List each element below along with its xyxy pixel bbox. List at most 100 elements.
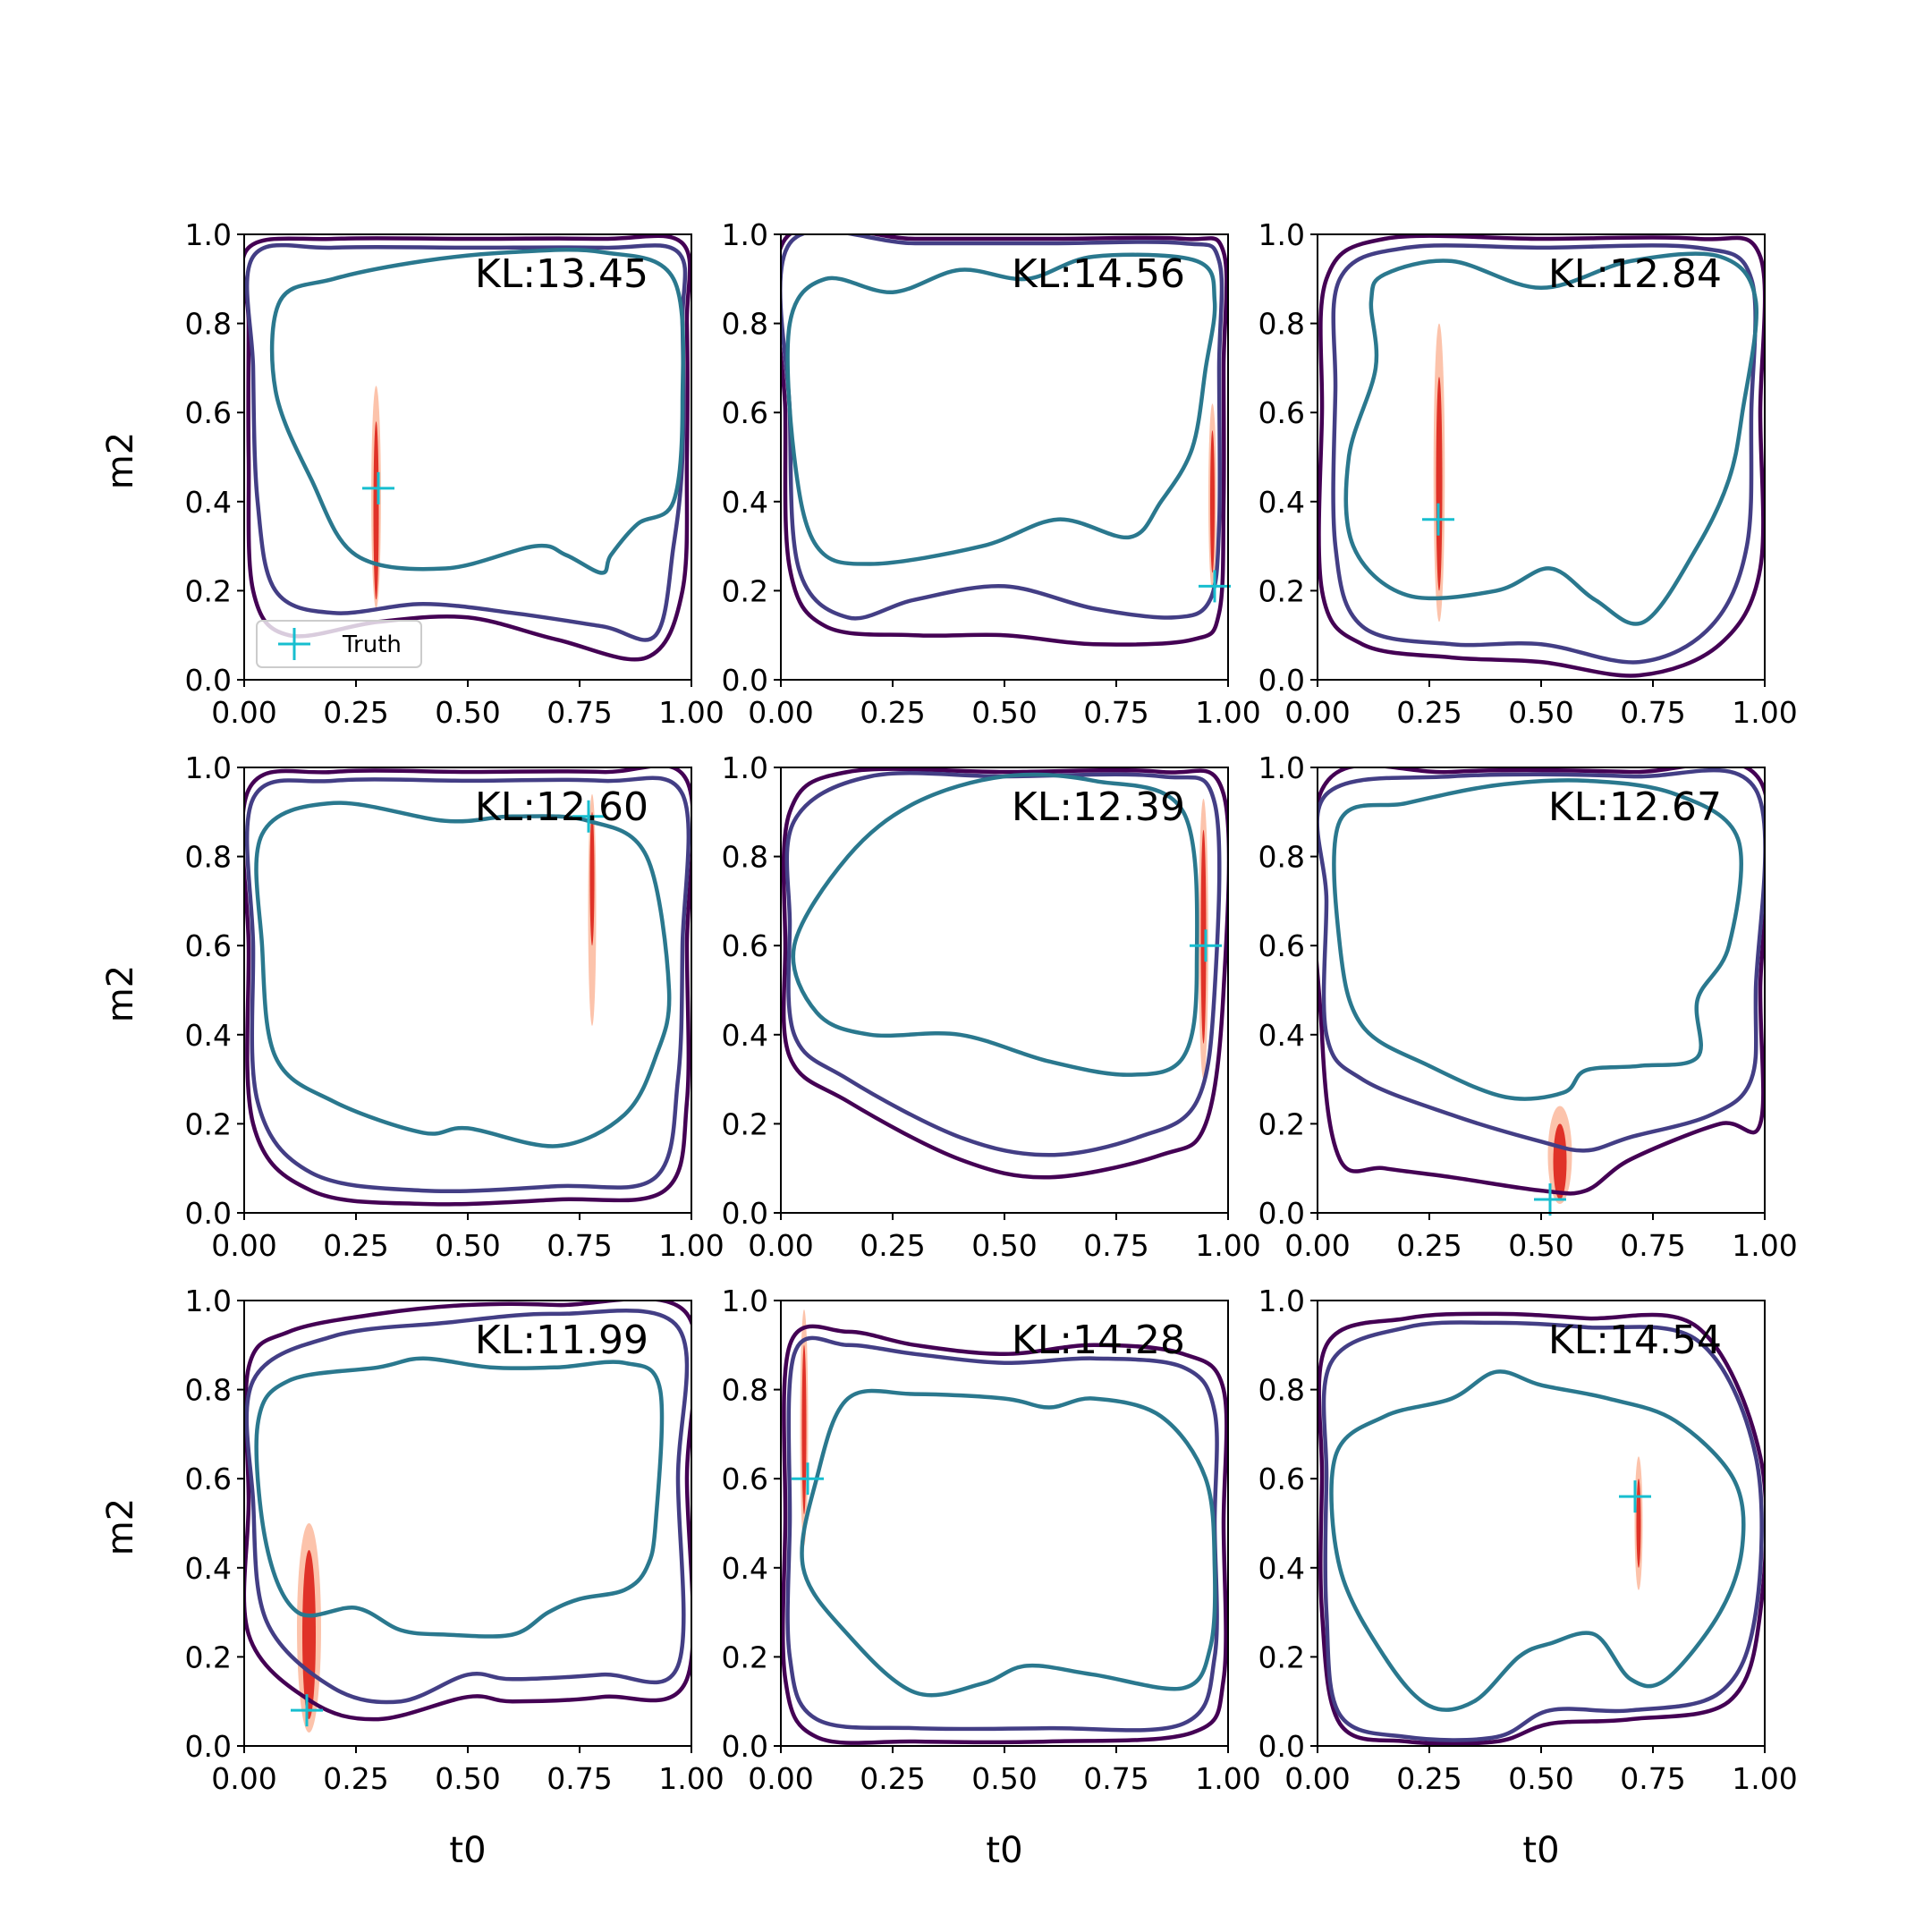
x-tick-label: 0.25	[323, 1228, 388, 1263]
posterior-core	[801, 1344, 807, 1515]
x-tick-label: 0.50	[435, 1761, 500, 1796]
y-tick-label: 0.4	[722, 1018, 768, 1053]
panel-kl-label: KL:12.39	[1012, 784, 1185, 830]
y-tick-label: 0.8	[1258, 1373, 1305, 1408]
y-tick-label: 1.0	[185, 1284, 232, 1318]
contour-outer	[244, 767, 691, 1207]
contour-inner	[1343, 251, 1758, 626]
contour-outer	[781, 1324, 1228, 1745]
y-tick-label: 1.0	[722, 750, 768, 785]
y-tick-label: 1.0	[185, 217, 232, 252]
panel-kl-label: KL:12.60	[475, 784, 648, 830]
y-tick-label: 0.2	[1258, 573, 1305, 608]
x-tick-label: 0.00	[748, 695, 813, 730]
x-tick-label: 1.00	[1732, 695, 1797, 730]
panel-kl-label: KL:12.84	[1548, 251, 1722, 297]
x-tick-label: 0.25	[1396, 695, 1462, 730]
y-tick-label: 0.4	[722, 1551, 768, 1586]
x-tick-label: 0.75	[1083, 1761, 1148, 1796]
y-tick-label: 0.8	[185, 840, 232, 875]
y-tick-label: 0.8	[1258, 307, 1305, 342]
y-tick-label: 0.8	[722, 1373, 768, 1408]
y-tick-label: 1.0	[722, 1284, 768, 1318]
panel-5: 0.00 0.25 0.50 0.75 1.00 0.0 0.2 0.4 0.6 0.8 1.0 KL…	[722, 750, 1261, 1263]
x-tick-label: 0.25	[323, 1761, 388, 1796]
y-tick-label: 0.2	[185, 1106, 232, 1141]
x-tick-label: 0.75	[1083, 1228, 1148, 1263]
x-tick-label: 1.00	[1195, 1228, 1260, 1263]
x-tick-label: 0.00	[1284, 1761, 1350, 1796]
ylabel-row-3: m2	[100, 1498, 141, 1555]
contour-inner	[254, 801, 672, 1148]
contour-inner	[269, 248, 686, 575]
panel-7: 0.00 0.25 0.50 0.75 1.00 0.0 0.2 0.4 0.6 0.8 1.0 KL…	[185, 1284, 724, 1796]
ylabel-row-2: m2	[100, 965, 141, 1022]
posterior-core	[1636, 1479, 1641, 1568]
y-tick-label: 1.0	[1258, 1284, 1305, 1318]
y-tick-label: 0.0	[185, 1729, 232, 1764]
x-tick-label: 0.25	[1396, 1761, 1462, 1796]
x-tick-label: 0.00	[748, 1761, 813, 1796]
x-tick-label: 1.00	[1732, 1228, 1797, 1263]
panel-9: 0.00 0.25 0.50 0.75 1.00 0.0 0.2 0.4 0.6 0.8 1.0 KL…	[1258, 1284, 1798, 1796]
contour-outer	[781, 234, 1228, 647]
y-tick-label: 0.6	[722, 1462, 768, 1496]
x-tick-label: 0.75	[1620, 695, 1685, 730]
x-tick-label: 1.00	[1195, 695, 1260, 730]
y-tick-label: 0.2	[1258, 1640, 1305, 1674]
contour-middle	[1318, 767, 1765, 1153]
x-tick-label: 0.75	[1083, 695, 1148, 730]
x-tick-label: 0.50	[435, 695, 500, 730]
legend-label: Truth	[342, 631, 402, 658]
ylabel-row-1: m2	[100, 432, 141, 489]
y-tick-label: 0.4	[185, 1551, 232, 1586]
y-tick-label: 0.8	[722, 840, 768, 875]
y-tick-label: 0.8	[185, 307, 232, 342]
panel-kl-label: KL:12.67	[1548, 784, 1722, 830]
x-tick-label: 0.50	[1508, 1228, 1573, 1263]
y-tick-label: 0.0	[1258, 1196, 1305, 1231]
x-tick-label: 0.00	[748, 1228, 813, 1263]
x-tick-label: 0.25	[860, 1761, 925, 1796]
posterior-core	[373, 421, 379, 600]
contour-inner	[254, 1356, 665, 1639]
xlabel-col-3: t0	[1522, 1830, 1559, 1871]
contour-middle	[244, 1308, 690, 1705]
y-tick-label: 0.0	[1258, 1729, 1305, 1764]
y-tick-label: 0.6	[1258, 1462, 1305, 1496]
posterior-core	[1553, 1123, 1567, 1200]
x-tick-label: 0.50	[971, 1761, 1037, 1796]
panel-kl-label: KL:11.99	[475, 1318, 648, 1363]
y-tick-label: 0.6	[1258, 928, 1305, 963]
y-tick-label: 0.6	[185, 928, 232, 963]
y-tick-label: 0.2	[722, 573, 768, 608]
x-tick-label: 1.00	[658, 695, 724, 730]
posterior-core	[302, 1549, 316, 1720]
posterior-core	[1200, 829, 1207, 1044]
y-tick-label: 0.6	[185, 1462, 232, 1496]
x-tick-label: 1.00	[1732, 1761, 1797, 1796]
y-tick-label: 1.0	[185, 750, 232, 785]
x-tick-label: 0.50	[1508, 1761, 1573, 1796]
x-tick-label: 0.25	[1396, 1228, 1462, 1263]
y-tick-label: 1.0	[1258, 750, 1305, 785]
y-tick-label: 0.0	[722, 1196, 768, 1231]
x-tick-label: 0.25	[323, 695, 388, 730]
y-tick-label: 0.6	[722, 395, 768, 430]
panel-1: 0.00 0.25 0.50 0.75 1.00 0.0 0.2 0.4 0.6 0.8 1.0 KL…	[185, 217, 724, 730]
y-tick-label: 0.0	[722, 1729, 768, 1764]
posterior-core	[1436, 377, 1443, 591]
x-tick-label: 0.00	[211, 1228, 276, 1263]
panel-8: 0.00 0.25 0.50 0.75 1.00 0.0 0.2 0.4 0.6 0.8 1.0 KL…	[722, 1284, 1261, 1796]
contour-middle	[1321, 1320, 1764, 1742]
panel-kl-label: KL:14.56	[1012, 251, 1185, 297]
x-tick-label: 0.25	[860, 1228, 925, 1263]
x-tick-label: 0.00	[1284, 1228, 1350, 1263]
xlabel-col-1: t0	[449, 1830, 486, 1871]
y-tick-label: 0.2	[722, 1106, 768, 1141]
panel-4: 0.00 0.25 0.50 0.75 1.00 0.0 0.2 0.4 0.6 0.8 1.0 KL…	[185, 750, 724, 1263]
x-tick-label: 0.00	[211, 1761, 276, 1796]
contour-middle	[244, 242, 688, 642]
x-tick-label: 0.50	[1508, 695, 1573, 730]
y-tick-label: 0.2	[1258, 1106, 1305, 1141]
